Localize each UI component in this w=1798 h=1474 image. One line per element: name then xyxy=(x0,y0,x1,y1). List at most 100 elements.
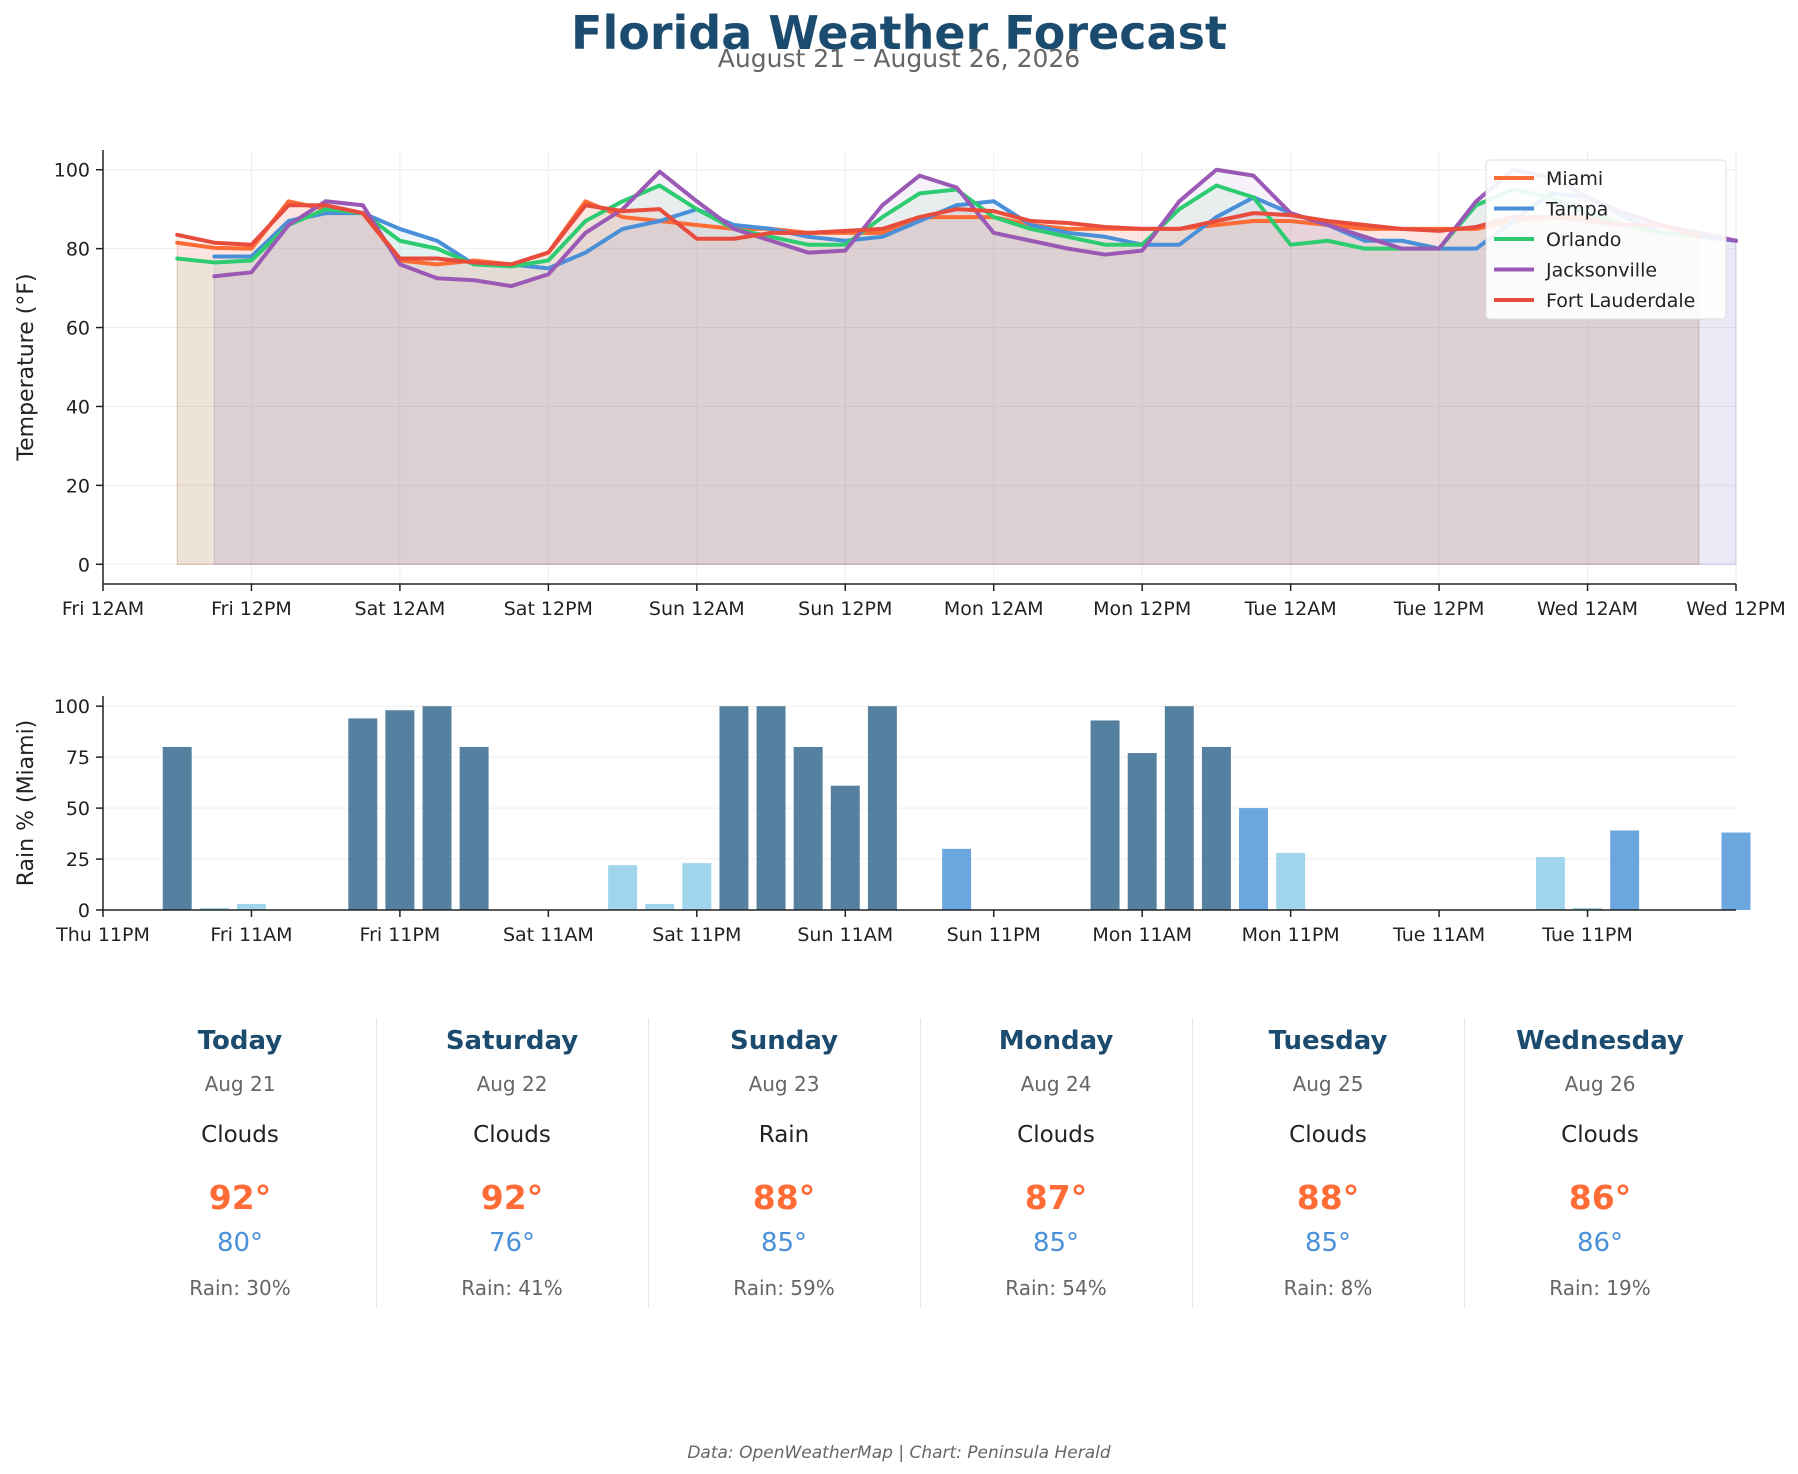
y-tick-label: 20 xyxy=(66,475,90,497)
rain-bar xyxy=(942,848,972,910)
rain-bar xyxy=(830,785,860,910)
legend-label: Miami xyxy=(1546,168,1603,190)
rain-bar xyxy=(645,903,675,910)
forecast-low: 85° xyxy=(1304,1228,1352,1258)
forecast-date: Aug 25 xyxy=(1292,1072,1364,1096)
temperature-chart: 0 20 40 60 80 100 Fri 12AM Fri 12PM Sat 12AM Sat … xyxy=(14,150,1786,620)
forecast-card-sunday: Sunday Aug 23 Rain 88° 85° Rain: 59% xyxy=(648,1018,920,1308)
y-tick-label: 60 xyxy=(66,318,90,340)
forecast-high: 87° xyxy=(1024,1178,1088,1217)
page-subtitle: August 21 – August 26, 2026 xyxy=(717,44,1081,73)
forecast-date: Aug 24 xyxy=(1020,1072,1092,1096)
rain-bar xyxy=(608,865,638,910)
forecast-date: Aug 23 xyxy=(748,1072,820,1096)
rain-bar xyxy=(1164,706,1194,910)
page-title: Florida Weather Forecast xyxy=(571,6,1227,60)
forecast-day: Today xyxy=(197,1026,283,1056)
forecast-day: Wednesday xyxy=(1516,1026,1684,1056)
footer-credit: Data: OpenWeatherMap | Chart: Peninsula … xyxy=(687,1443,1111,1463)
x-tick-label: Fri 11AM xyxy=(210,924,292,946)
rain-bar xyxy=(236,903,266,910)
legend-label: Orlando xyxy=(1546,229,1621,251)
y-tick-label: 0 xyxy=(78,554,90,576)
rain-bar xyxy=(1239,808,1268,910)
forecast-high: 88° xyxy=(1296,1178,1360,1217)
forecast-card-saturday: Saturday Aug 22 Clouds 92° 76° Rain: 41% xyxy=(376,1018,648,1308)
x-tick-label: Sat 12PM xyxy=(504,598,593,620)
y-tick-label: 40 xyxy=(66,396,90,418)
x-tick-label: Wed 12AM xyxy=(1537,598,1638,620)
forecast-low: 76° xyxy=(488,1228,536,1258)
forecast-high: 88° xyxy=(752,1178,816,1217)
forecast-condition: Clouds xyxy=(1017,1122,1095,1148)
forecast-cards: Today Aug 21 Clouds 92° 80° Rain: 30% Sa… xyxy=(104,1018,1736,1308)
card-divider xyxy=(920,1018,921,1308)
forecast-high: 86° xyxy=(1568,1178,1632,1217)
x-tick-label: Mon 12PM xyxy=(1093,598,1191,620)
forecast-high: 92° xyxy=(480,1178,544,1217)
x-tick-label: Sun 11AM xyxy=(797,924,893,946)
rain-bar xyxy=(793,746,823,910)
y-tick-label: 80 xyxy=(66,239,90,261)
forecast-condition: Clouds xyxy=(1561,1122,1639,1148)
rain-bar xyxy=(756,706,786,910)
forecast-low: 80° xyxy=(216,1228,264,1258)
y-tick-label: 75 xyxy=(66,747,90,769)
x-tick-label: Sat 11AM xyxy=(503,924,594,946)
y-tick-label: 0 xyxy=(78,900,90,922)
legend-label: Fort Lauderdale xyxy=(1546,290,1695,312)
x-tick-label: Fri 12PM xyxy=(211,598,292,620)
legend-box xyxy=(1485,159,1727,320)
forecast-day: Tuesday xyxy=(1268,1026,1388,1056)
x-tick-label: Sun 12AM xyxy=(649,598,745,620)
forecast-day: Monday xyxy=(998,1026,1114,1056)
forecast-date: Aug 26 xyxy=(1564,1072,1636,1096)
x-tick-label: Tue 11PM xyxy=(1541,924,1633,946)
rain-bar xyxy=(1721,832,1751,910)
x-tick-label: Sun 11PM xyxy=(947,924,1041,946)
rain-bar xyxy=(199,907,229,910)
y-tick-label: 100 xyxy=(54,160,90,182)
forecast-low: 85° xyxy=(1032,1228,1080,1258)
forecast-card-tuesday: Tuesday Aug 25 Clouds 88° 85° Rain: 8% xyxy=(1192,1018,1464,1308)
rain-bar xyxy=(1201,746,1231,910)
y-axis-label: Rain % (Miami) xyxy=(14,720,39,887)
rain-bar xyxy=(348,718,378,910)
rain-bar xyxy=(1535,857,1565,910)
x-tick-label: Sat 12AM xyxy=(355,598,446,620)
rain-chart: 0 25 50 75 100 Thu 11PM Fri 11AM Fri 11PM Sat 11… xyxy=(14,696,1751,946)
card-divider xyxy=(1464,1018,1465,1308)
x-tick-label: Sat 11PM xyxy=(652,924,741,946)
rain-bar xyxy=(719,706,749,910)
y-axis-label: Temperature (°F) xyxy=(14,273,39,461)
x-tick-label: Fri 12AM xyxy=(62,598,144,620)
forecast-rain: Rain: 54% xyxy=(1005,1276,1107,1300)
rain-bar xyxy=(682,863,712,910)
rain-bar xyxy=(1127,753,1157,910)
x-tick-label: Mon 12AM xyxy=(944,598,1044,620)
charts-canvas: 0 20 40 60 80 100 Fri 12AM Fri 12PM Sat 12AM Sat … xyxy=(14,150,1786,946)
legend-label: Jacksonville xyxy=(1545,260,1657,282)
y-tick-label: 25 xyxy=(66,849,90,871)
rain-bar xyxy=(1276,852,1306,910)
x-tick-label: Tue 12PM xyxy=(1393,598,1485,620)
forecast-date: Aug 21 xyxy=(204,1072,276,1096)
card-divider xyxy=(648,1018,649,1308)
forecast-date: Aug 22 xyxy=(476,1072,548,1096)
rain-bar xyxy=(1090,720,1120,910)
legend-label: Tampa xyxy=(1545,199,1608,221)
forecast-card-wednesday: Wednesday Aug 26 Clouds 86° 86° Rain: 19… xyxy=(1464,1018,1736,1308)
y-tick-label: 50 xyxy=(66,798,90,820)
card-divider xyxy=(376,1018,377,1308)
rain-bar xyxy=(867,706,897,910)
card-divider xyxy=(1192,1018,1193,1308)
forecast-card-monday: Monday Aug 24 Clouds 87° 85° Rain: 54% xyxy=(920,1018,1192,1308)
forecast-rain: Rain: 41% xyxy=(461,1276,563,1300)
rain-bar xyxy=(162,746,192,910)
forecast-low: 86° xyxy=(1576,1228,1624,1258)
forecast-rain: Rain: 19% xyxy=(1549,1276,1651,1300)
forecast-day: Sunday xyxy=(729,1026,839,1056)
forecast-day: Saturday xyxy=(445,1026,579,1056)
y-tick-label: 100 xyxy=(54,696,90,718)
rain-bar xyxy=(1610,830,1640,910)
